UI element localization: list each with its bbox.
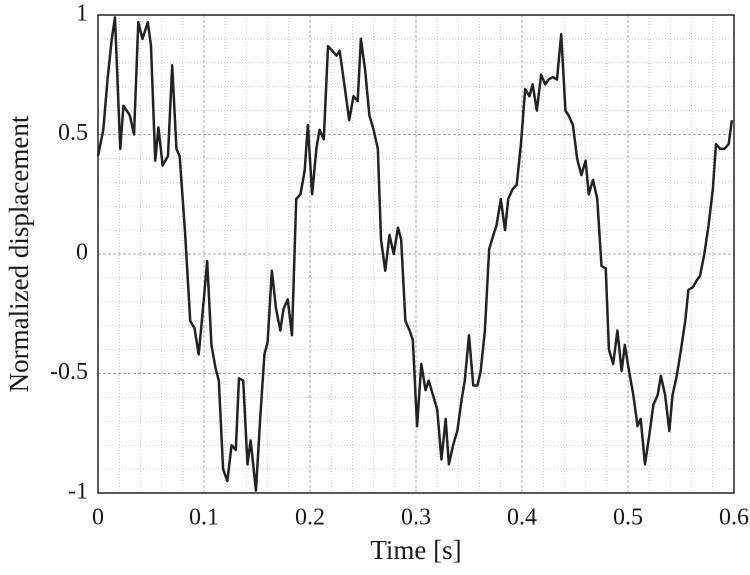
x-tick-label: 0.6 bbox=[719, 505, 749, 531]
x-axis-label: Time [s] bbox=[370, 535, 461, 565]
y-tick-label: 1 bbox=[76, 1, 88, 27]
y-tick-label: 0 bbox=[76, 240, 88, 266]
x-tick-label: 0 bbox=[92, 505, 104, 531]
plot-frame bbox=[97, 14, 735, 494]
x-tick-label: 0.5 bbox=[613, 505, 643, 531]
y-tick-label: 0.5 bbox=[58, 120, 88, 146]
y-tick-label: -1 bbox=[68, 479, 88, 505]
y-axis-label: Normalized displacement bbox=[4, 115, 34, 392]
x-tick-label: 0.4 bbox=[507, 505, 537, 531]
x-tick-label: 0.1 bbox=[189, 505, 219, 531]
x-tick-label: 0.3 bbox=[401, 505, 431, 531]
x-tick-label: 0.2 bbox=[295, 505, 325, 531]
data-line bbox=[96, 16, 734, 492]
y-tick-label: -0.5 bbox=[50, 359, 88, 385]
